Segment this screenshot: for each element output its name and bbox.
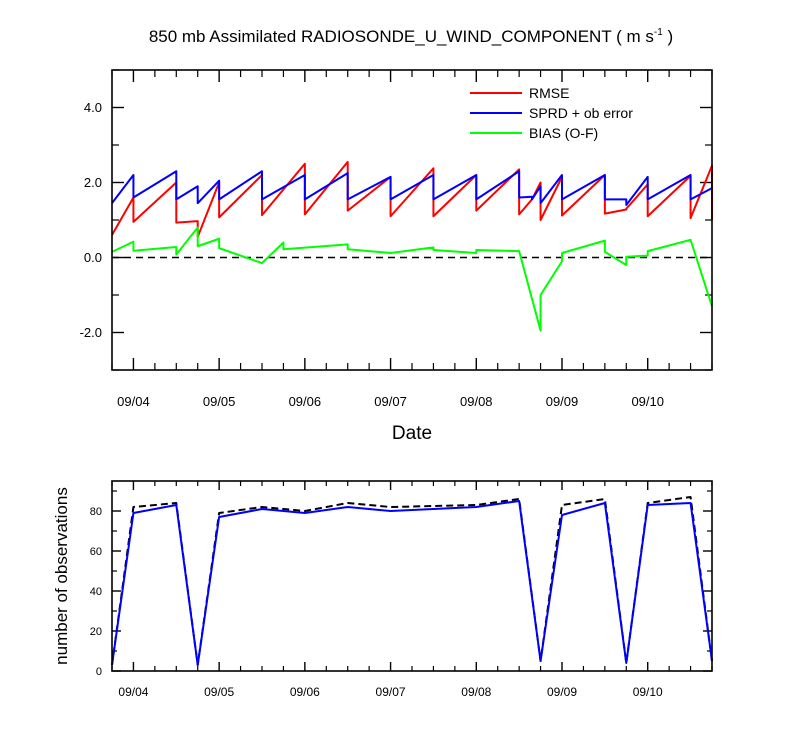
x-tick-label: 09/06: [289, 394, 322, 409]
x-tick-label: 09/08: [460, 394, 493, 409]
x-tick-label: 09/10: [633, 685, 663, 699]
bottom-tick-labels: 09/04 09/05 09/06 09/07 09/08 09/09 09/10 0 20 40…: [90, 506, 663, 699]
series-line-sprd-ob-error: [111, 170, 713, 206]
legend-label: RMSE: [529, 85, 569, 101]
x-tick-label: 09/04: [117, 394, 150, 409]
x-tick-label: 09/07: [374, 394, 407, 409]
top-panel: 850 mb Assimilated RADIOSONDE_U_WIND_COM…: [80, 27, 713, 444]
top-title: 850 mb Assimilated RADIOSONDE_U_WIND_COM…: [149, 27, 673, 46]
x-tick-label: 09/08: [461, 685, 491, 699]
y-tick-label: 40: [90, 586, 102, 598]
x-tick-label: 09/10: [631, 394, 664, 409]
x-tick-label: 09/09: [547, 685, 577, 699]
x-tick-label: 09/04: [118, 685, 148, 699]
series-line-bias-o-f: [111, 226, 713, 332]
y-tick-label: 20: [90, 626, 102, 638]
series-line-rmse: [111, 160, 713, 238]
y-tick-label: 2.0: [84, 175, 102, 190]
y-tick-label: 60: [90, 546, 102, 558]
x-tick-label: 09/05: [204, 685, 234, 699]
top-tick-labels: 09/04 09/05 09/06 09/07 09/08 09/09 09/10 -2.0 0…: [80, 100, 664, 409]
bottom-plot-frame: [111, 480, 713, 672]
top-series: [111, 160, 713, 332]
top-legend: RMSE SPRD + ob error BIAS (O-F): [470, 85, 633, 141]
top-title-superscript: -1: [654, 27, 663, 38]
x-tick-label: 09/09: [546, 394, 579, 409]
bottom-y-axis-label: number of observations: [52, 487, 71, 665]
series-line-assimilated-observations: [111, 500, 713, 666]
legend-label: SPRD + ob error: [529, 105, 633, 121]
y-tick-label: 80: [90, 506, 102, 518]
top-x-axis-label: Date: [392, 423, 432, 444]
y-tick-label: 0.0: [84, 250, 102, 265]
top-title-suffix: ): [663, 27, 673, 46]
legend-label: BIAS (O-F): [529, 125, 598, 141]
y-tick-label: -2.0: [80, 325, 102, 340]
top-plot-frame: [111, 69, 713, 371]
x-tick-label: 09/07: [376, 685, 406, 699]
bottom-panel: 09/04 09/05 09/06 09/07 09/08 09/09 09/10 0 20 40…: [52, 480, 713, 699]
y-tick-label: 0: [96, 666, 102, 678]
x-tick-label: 09/06: [290, 685, 320, 699]
bottom-series: [111, 496, 713, 666]
y-tick-label: 4.0: [84, 100, 102, 115]
x-tick-label: 09/05: [203, 394, 236, 409]
